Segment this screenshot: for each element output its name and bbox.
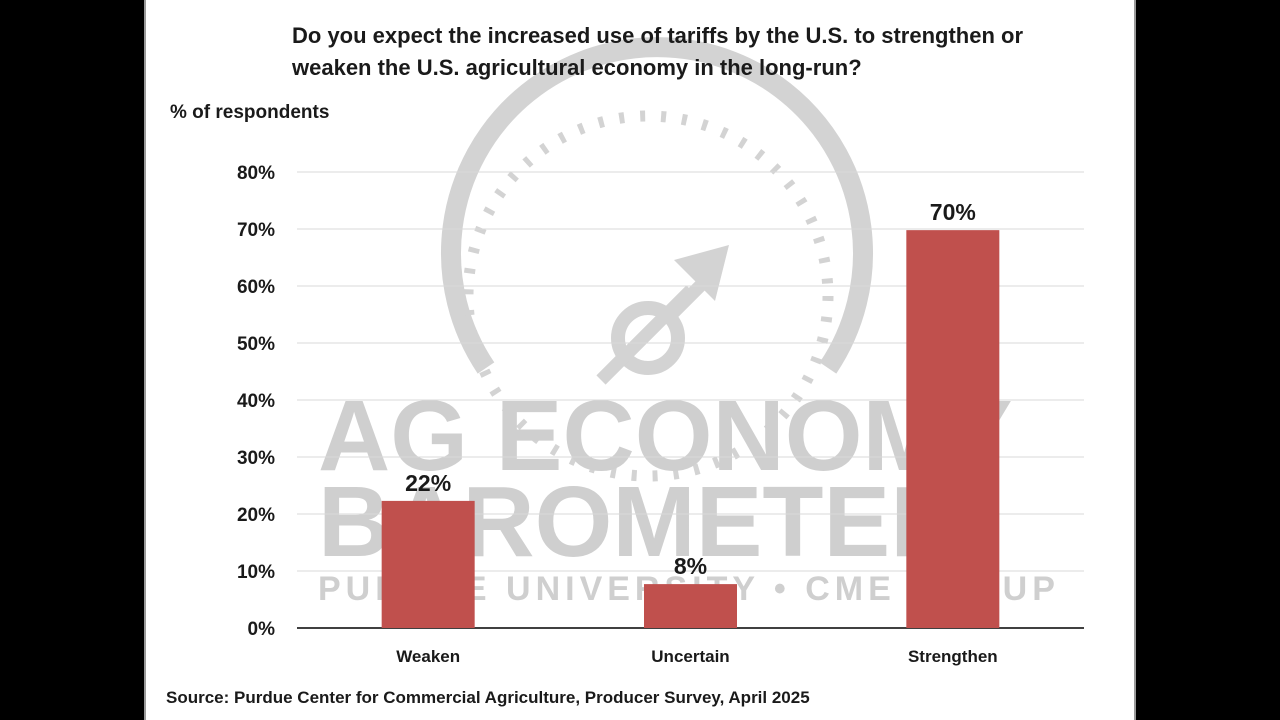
x-category-label: Uncertain — [651, 647, 729, 666]
y-tick-label: 60% — [237, 277, 275, 298]
data-label: 22% — [405, 470, 451, 496]
data-labels: 22% 8% 70% — [405, 199, 976, 579]
bar-chart: AG ECONOMY BAROMETER PURDUE UNIVERSITY •… — [237, 37, 1084, 666]
data-label: 8% — [674, 553, 707, 579]
gauge-icon — [441, 37, 873, 482]
y-axis-label: % of respondents — [170, 102, 330, 123]
y-tick-label: 80% — [237, 163, 275, 184]
bar — [644, 584, 737, 628]
chart-title: Do you expect the increased use of tarif… — [292, 23, 1024, 80]
x-category-label: Weaken — [396, 647, 460, 666]
y-tick-label: 40% — [237, 391, 275, 412]
source-note: Source: Purdue Center for Commercial Agr… — [166, 688, 810, 707]
bars — [381, 230, 1000, 628]
y-tick-labels: 0% 10% 20% 30% 40% 50% 60% 70% 80% — [237, 163, 275, 640]
y-tick-label: 70% — [237, 220, 275, 241]
y-tick-label: 30% — [237, 448, 275, 469]
data-label: 70% — [930, 199, 976, 225]
x-category-label: Strengthen — [908, 647, 998, 666]
bar — [906, 230, 1000, 628]
x-category-labels: Weaken Uncertain Strengthen — [396, 647, 998, 666]
chart-frame: AG ECONOMY BAROMETER PURDUE UNIVERSITY •… — [144, 0, 1136, 720]
y-tick-label: 10% — [237, 562, 275, 583]
y-tick-label: 0% — [248, 619, 276, 640]
y-tick-label: 50% — [237, 334, 275, 355]
y-tick-label: 20% — [237, 505, 275, 526]
bar — [381, 500, 475, 628]
watermark-line-1: AG ECONOMY — [318, 380, 1012, 492]
